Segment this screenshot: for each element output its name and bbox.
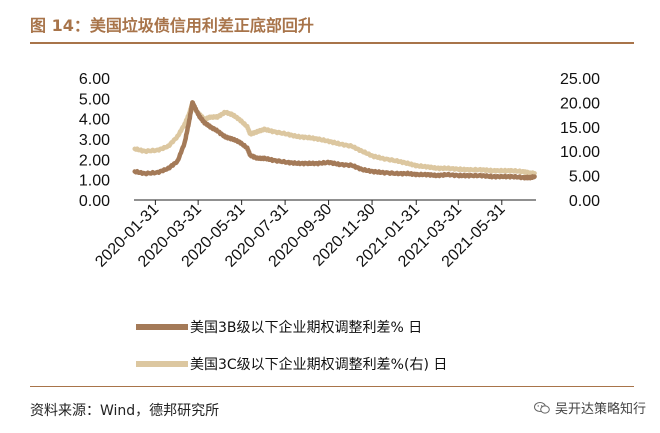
legend: 美国3B级以下企业期权调整利差% 日 美国3C级以下企业期权调整利差%(右) 日 bbox=[136, 319, 447, 373]
right-tick-label: 15.00 bbox=[560, 120, 600, 137]
source-note: 资料来源：Wind，德邦研究所 bbox=[30, 403, 220, 419]
left-tick-label: 4.00 bbox=[79, 112, 110, 129]
left-tick-label: 3.00 bbox=[79, 132, 110, 149]
left-tick-label: 1.00 bbox=[79, 173, 110, 190]
right-tick-label: 25.00 bbox=[560, 71, 600, 88]
watermark-text: 吴开达策略知行 bbox=[554, 402, 646, 417]
right-tick-label: 5.00 bbox=[569, 169, 600, 186]
right-tick-label: 20.00 bbox=[560, 95, 600, 112]
legend-label-3b: 美国3B级以下企业期权调整利差% 日 bbox=[190, 319, 422, 336]
plot-area: 2020-01-312020-03-312020-05-312020-07-31… bbox=[79, 71, 600, 271]
left-tick-label: 6.00 bbox=[79, 71, 110, 88]
footer-divider bbox=[30, 386, 634, 387]
legend-label-3c: 美国3C级以下企业期权调整利差%(右) 日 bbox=[190, 356, 447, 373]
right-tick-label: 0.00 bbox=[569, 193, 600, 210]
series-lines bbox=[132, 100, 537, 181]
x-axis-labels: 2020-01-312020-03-312020-05-312020-07-31… bbox=[92, 201, 508, 271]
left-axis-labels: 0.00 1.00 2.00 3.00 4.00 5.00 6.00 bbox=[79, 71, 110, 210]
right-axis-labels: 0.00 5.00 10.00 15.00 20.00 25.00 bbox=[560, 71, 600, 210]
figure-title: 图 14：美国垃圾债信用利差正底部回升 bbox=[30, 16, 314, 35]
wechat-icon bbox=[533, 401, 550, 414]
right-tick-label: 10.00 bbox=[560, 144, 600, 161]
left-tick-label: 0.00 bbox=[79, 193, 110, 210]
title-divider bbox=[30, 42, 634, 44]
watermark: 吴开达策略知行 bbox=[533, 398, 646, 417]
left-tick-label: 5.00 bbox=[79, 91, 110, 108]
left-tick-label: 2.00 bbox=[79, 152, 110, 169]
x-axis-ticks bbox=[154, 200, 503, 205]
series-line-3b bbox=[132, 100, 537, 181]
